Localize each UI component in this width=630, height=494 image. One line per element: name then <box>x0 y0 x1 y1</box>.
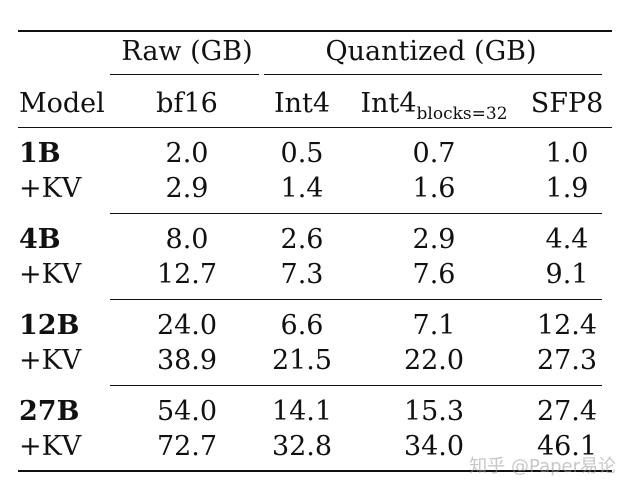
row-int4-blocks-value: 7.1 <box>412 310 456 341</box>
raw-group-rule <box>110 74 259 75</box>
kv-row-int4-blocks-value: 22.0 <box>403 345 465 376</box>
column-header-int4-blocks: Int4blocks=32 <box>360 88 507 123</box>
row-bf16-value: 54.0 <box>156 396 218 427</box>
column-header-bf16: bf16 <box>156 88 218 119</box>
kv-row-int4-blocks-value: 34.0 <box>403 431 465 462</box>
kv-row-sfp8-value: 27.3 <box>536 345 598 376</box>
row-model-label: 4B <box>19 224 61 255</box>
row-sfp8-value: 12.4 <box>536 310 598 341</box>
row-int4-value: 6.6 <box>280 310 324 341</box>
int4-blocks-subscript: blocks=32 <box>416 104 508 124</box>
row-sfp8-value: 4.4 <box>545 224 589 255</box>
quantized-group-rule <box>264 74 602 75</box>
header-bottom-rule <box>18 127 612 128</box>
row-sfp8-value: 1.0 <box>545 138 589 169</box>
row-int4-blocks-value: 15.3 <box>403 396 465 427</box>
kv-row-label: +KV <box>19 173 82 204</box>
header-group-quantized: Quantized (GB) <box>325 36 537 67</box>
table-top-rule <box>18 30 612 32</box>
row-int4-value: 0.5 <box>280 138 324 169</box>
row-int4-value: 2.6 <box>280 224 324 255</box>
row-int4-blocks-value: 2.9 <box>412 224 456 255</box>
row-bf16-value: 8.0 <box>165 224 209 255</box>
column-header-sfp8: SFP8 <box>530 88 604 119</box>
kv-row-int4-value: 32.8 <box>271 431 333 462</box>
row-int4-value: 14.1 <box>271 396 333 427</box>
table-bottom-rule <box>18 470 612 472</box>
group-separator-rule <box>110 385 602 386</box>
row-model-label: 12B <box>19 310 80 341</box>
kv-row-int4-value: 21.5 <box>271 345 333 376</box>
kv-row-bf16-value: 12.7 <box>156 259 218 290</box>
kv-row-sfp8-value: 1.9 <box>545 173 589 204</box>
row-model-label: 27B <box>19 396 80 427</box>
int4-blocks-base: Int4 <box>360 88 417 119</box>
watermark: 知乎 @Paper易论 <box>469 456 616 477</box>
kv-row-int4-blocks-value: 7.6 <box>412 259 456 290</box>
kv-row-int4-value: 7.3 <box>280 259 324 290</box>
kv-row-bf16-value: 2.9 <box>165 173 209 204</box>
group-separator-rule <box>110 299 602 300</box>
column-header-model: Model <box>19 88 105 119</box>
kv-row-bf16-value: 72.7 <box>156 431 218 462</box>
kv-row-int4-value: 1.4 <box>280 173 324 204</box>
row-bf16-value: 2.0 <box>165 138 209 169</box>
kv-row-bf16-value: 38.9 <box>156 345 218 376</box>
kv-row-label: +KV <box>19 259 82 290</box>
kv-row-label: +KV <box>19 431 82 462</box>
column-header-int4: Int4 <box>273 88 331 119</box>
kv-row-sfp8-value: 46.1 <box>536 431 598 462</box>
row-bf16-value: 24.0 <box>156 310 218 341</box>
kv-row-sfp8-value: 9.1 <box>545 259 589 290</box>
row-sfp8-value: 27.4 <box>536 396 598 427</box>
group-separator-rule <box>110 213 602 214</box>
kv-row-label: +KV <box>19 345 82 376</box>
row-model-label: 1B <box>19 138 61 169</box>
header-group-raw: Raw (GB) <box>121 36 253 67</box>
kv-row-int4-blocks-value: 1.6 <box>412 173 456 204</box>
row-int4-blocks-value: 0.7 <box>412 138 456 169</box>
